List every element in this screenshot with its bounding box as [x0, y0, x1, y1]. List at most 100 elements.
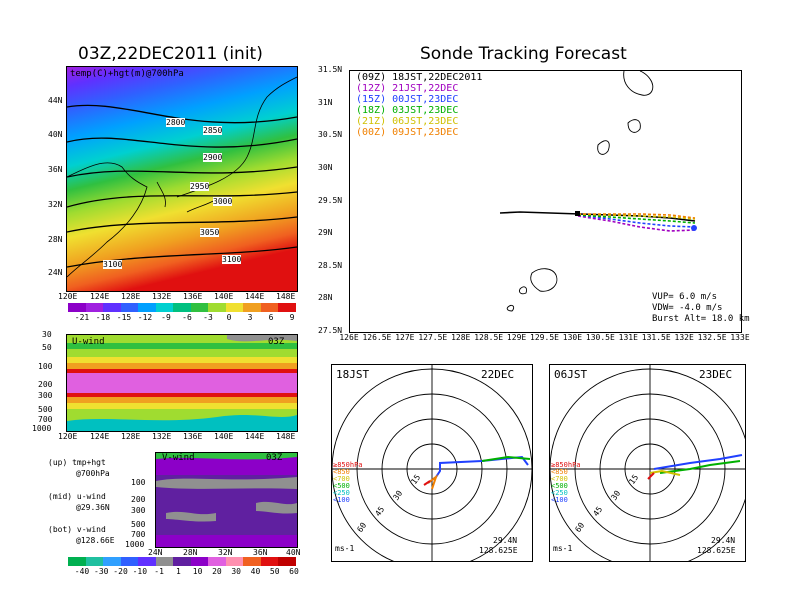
track-legend-item: (12Z) 21JST,22DEC — [356, 83, 459, 94]
track-legend-item: (00Z) 09JST,23DEC — [356, 127, 459, 138]
track-marker — [575, 211, 580, 216]
colorbar-swatch — [85, 303, 104, 312]
track-legend-item: (09Z) 18JST,22DEC2011 — [356, 72, 483, 83]
lat-tick: 44N — [48, 96, 63, 105]
track-lat-tick: 27.5N — [318, 326, 343, 335]
polar-panel-1 — [331, 364, 533, 562]
track-lon-tick: 129E — [506, 333, 527, 342]
colorbar-swatch — [120, 303, 139, 312]
colorbar-swatch — [138, 303, 156, 312]
note-up: (up) tmp+hgt — [48, 458, 106, 467]
note-bot: (bot) v-wind — [48, 525, 106, 534]
track-lon-tick: 128E — [451, 333, 471, 342]
colorbar-swatch — [173, 303, 191, 312]
track-lon-tick: 127E — [395, 333, 415, 342]
polar-lat: 29.4N — [711, 536, 736, 545]
contour-label: 3100 — [103, 260, 123, 269]
polar-date: 22DEC — [481, 368, 515, 381]
colorbar-tick: -18 — [95, 313, 111, 322]
vwind-time: 03Z — [266, 453, 283, 463]
colorbar-swatch — [155, 303, 174, 312]
vwind-svg — [156, 453, 297, 547]
note-up-sub: @700hPa — [76, 469, 110, 478]
lon-tick: 120E — [58, 432, 78, 441]
polar-time: 06JST — [554, 368, 588, 381]
colorbar-swatch — [103, 557, 121, 566]
islands — [506, 70, 654, 312]
uwind-time: 03Z — [268, 337, 285, 347]
colorbar-swatch — [225, 303, 244, 312]
colorbar-tick: 50 — [269, 567, 280, 576]
colorbar-swatch — [243, 303, 261, 312]
left-title: 03Z,22DEC2011 (init) — [78, 44, 263, 64]
lon-tick: 124E — [90, 432, 110, 441]
colorbar-tick: 0 — [226, 313, 232, 322]
lon-tick: 148E — [276, 292, 296, 301]
temperature-field — [67, 67, 297, 291]
track-legend-item: (15Z) 00JST,23DEC — [356, 94, 459, 105]
lat-tick: 24N — [48, 268, 63, 277]
lat-tick: 24N — [148, 548, 163, 557]
param-vup: VUP= 6.0 m/s — [652, 292, 718, 302]
colorbar-tick: -21 — [74, 313, 90, 322]
track-lat-tick: 29.5N — [318, 195, 343, 205]
param-burst: Burst Alt= 18.0 km — [652, 314, 750, 324]
note-mid: (mid) u-wind — [48, 492, 106, 501]
uwind-panel — [66, 334, 298, 432]
main-title: Sonde Tracking Forecast — [420, 44, 627, 64]
lon-tick: 144E — [245, 292, 265, 301]
track-lat-tick: 31N — [318, 97, 333, 107]
level-tick: 1000 — [32, 424, 52, 433]
lat-tick: 32N — [218, 548, 233, 557]
param-vdw: VDW= -4.0 m/s — [652, 303, 723, 313]
colorbar-tick: -10 — [132, 567, 148, 576]
colorbar-tick: 40 — [250, 567, 261, 576]
vwind-panel — [155, 452, 298, 548]
lon-tick: 128E — [121, 292, 141, 301]
lon-tick: 132E — [152, 292, 172, 301]
colorbar-tick: -1 — [154, 567, 164, 576]
temp-colorbar — [68, 303, 296, 312]
colorbar-swatch — [103, 303, 121, 312]
colorbar-tick: 30 — [231, 567, 241, 576]
polar-level-label: ≥850hPa — [333, 461, 363, 469]
polar-level-label: <100 — [551, 496, 568, 504]
track-lat-tick: 28.5N — [318, 260, 343, 270]
contour-label: 2800 — [166, 118, 186, 127]
polar-lon: 128.625E — [697, 546, 736, 555]
colorbar-tick: 1 — [175, 567, 181, 576]
colorbar-swatch — [278, 557, 296, 566]
colorbar-tick: 3 — [247, 313, 253, 322]
track-lat-tick: 30N — [318, 162, 333, 172]
colorbar-swatch — [208, 303, 226, 312]
colorbar-tick: 60 — [289, 567, 299, 576]
colorbar-tick: 6 — [268, 313, 274, 322]
track-legend-item: (18Z) 03JST,23DEC — [356, 105, 459, 116]
temp-hgt-map — [66, 66, 298, 292]
level-tick: 100 — [38, 362, 53, 371]
colorbar-tick: -6 — [182, 313, 192, 322]
lat-tick: 36N — [48, 165, 63, 174]
colorbar-swatch — [173, 557, 191, 566]
polar-level-label: <850 — [551, 468, 568, 476]
polar-level-label: <850 — [333, 468, 350, 476]
colorbar-swatch — [120, 557, 139, 566]
colorbar-tick: 20 — [212, 567, 222, 576]
colorbar-swatch — [190, 557, 209, 566]
polar-unit: ms-1 — [553, 544, 573, 553]
track-legend: (09Z) 18JST,22DEC2011 (12Z) 21JST,22DEC (1… — [356, 72, 482, 138]
colorbar-tick: 9 — [289, 313, 295, 322]
track-line — [577, 215, 696, 232]
lon-tick: 144E — [245, 432, 265, 441]
polar-level-label: <250 — [333, 489, 350, 497]
track-lat-tick: 30.5N — [318, 130, 343, 140]
colorbar-tick: -30 — [94, 567, 109, 576]
lon-tick: 136E — [183, 432, 203, 441]
polar-lon: 128.625E — [479, 546, 518, 555]
polar-date: 23DEC — [699, 368, 733, 381]
track-lines — [499, 211, 697, 232]
level-tick: 700 — [131, 530, 146, 539]
lon-tick: 140E — [214, 432, 234, 441]
lon-tick: 140E — [214, 292, 234, 301]
